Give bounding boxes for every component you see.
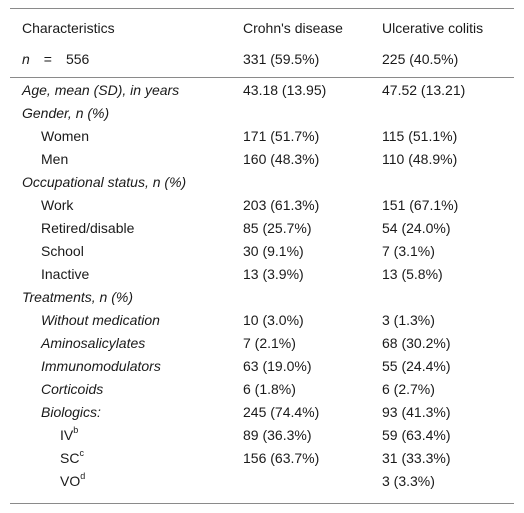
header-divider [10, 77, 514, 78]
table-row: VOd 3 (3.3%) [10, 470, 514, 493]
row-uc-value: 68 (30.2%) [382, 335, 451, 351]
section-label: Treatments, n (%) [22, 289, 133, 305]
table-row: School 30 (9.1%) 7 (3.1%) [10, 240, 514, 263]
row-label: IVb [60, 425, 79, 444]
row-crohns-value: 160 (48.3%) [243, 151, 320, 167]
header-uc-n: 225 (40.5%) [382, 51, 459, 67]
table-row: Inactive 13 (3.9%) 13 (5.8%) [10, 263, 514, 286]
section-label: Gender, n (%) [22, 105, 110, 121]
characteristics-table: Characteristics Crohn's disease Ulcerati… [10, 8, 514, 504]
row-label: Age, mean (SD), in years [22, 82, 180, 98]
table-row: SCc 156 (63.7%) 31 (33.3%) [10, 447, 514, 470]
row-label: Immunomodulators [41, 358, 161, 374]
n-equals-sign: = [43, 51, 52, 67]
footnote-marker: b [73, 425, 79, 436]
row-uc-value: 110 (48.9%) [382, 151, 458, 167]
n-total-value: 556 [65, 51, 90, 67]
header-n-total: n = 556 [22, 51, 89, 68]
header-crohns-disease: Crohn's disease [243, 20, 343, 36]
row-uc-value: 55 (24.4%) [382, 358, 451, 374]
header-characteristics: Characteristics [22, 20, 115, 36]
table-row: Age, mean (SD), in years 43.18 (13.95) 4… [10, 79, 514, 102]
header-ulcerative-colitis: Ulcerative colitis [382, 20, 484, 36]
table-header-n-row: n = 556 331 (59.5%) 225 (40.5%) [10, 48, 514, 71]
row-uc-value: 151 (67.1%) [382, 197, 459, 213]
row-uc-value: 7 (3.1%) [382, 243, 435, 259]
row-label: Biologics: [41, 404, 101, 420]
row-crohns-value: 30 (9.1%) [243, 243, 304, 259]
row-crohns-value: 85 (25.7%) [243, 220, 312, 236]
row-crohns-value: 63 (19.0%) [243, 358, 312, 374]
table-section-row: Gender, n (%) [10, 102, 514, 125]
row-label-text: SC [60, 450, 80, 466]
table-row: Immunomodulators 63 (19.0%) 55 (24.4%) [10, 355, 514, 378]
row-label: School [41, 243, 84, 259]
table-header-row: Characteristics Crohn's disease Ulcerati… [10, 17, 514, 40]
row-crohns-value: 203 (61.3%) [243, 197, 320, 213]
table-row: Without medication 10 (3.0%) 3 (1.3%) [10, 309, 514, 332]
header-crohns-n: 331 (59.5%) [243, 51, 320, 67]
table-row: Biologics: 245 (74.4%) 93 (41.3%) [10, 401, 514, 424]
row-label: Inactive [41, 266, 90, 282]
row-crohns-value: 89 (36.3%) [243, 427, 312, 443]
footnote-marker: c [79, 448, 84, 459]
row-label: Retired/disable [41, 220, 135, 236]
row-uc-value: 115 (51.1%) [382, 128, 458, 144]
table-row: Work 203 (61.3%) 151 (67.1%) [10, 194, 514, 217]
row-label: Women [41, 128, 89, 144]
footnote-marker: d [80, 471, 86, 482]
row-uc-value: 93 (41.3%) [382, 404, 451, 420]
row-crohns-value: 156 (63.7%) [243, 450, 320, 466]
table-row: Corticoids 6 (1.8%) 6 (2.7%) [10, 378, 514, 401]
table-row: Men 160 (48.3%) 110 (48.9%) [10, 148, 514, 171]
row-uc-value: 47.52 (13.21) [382, 82, 466, 98]
row-label: Aminosalicylates [41, 335, 146, 351]
n-label: n [22, 51, 30, 67]
row-uc-value: 59 (63.4%) [382, 427, 451, 443]
table-row: Retired/disable 85 (25.7%) 54 (24.0%) [10, 217, 514, 240]
row-uc-value: 31 (33.3%) [382, 450, 451, 466]
row-uc-value: 6 (2.7%) [382, 381, 435, 397]
table-row: Women 171 (51.7%) 115 (51.1%) [10, 125, 514, 148]
row-crohns-value: 7 (2.1%) [243, 335, 296, 351]
row-crohns-value: 13 (3.9%) [243, 266, 304, 282]
row-crohns-value: 10 (3.0%) [243, 312, 304, 328]
row-uc-value: 3 (1.3%) [382, 312, 435, 328]
row-label: Work [41, 197, 74, 213]
table-section-row: Treatments, n (%) [10, 286, 514, 309]
row-crohns-value: 43.18 (13.95) [243, 82, 327, 98]
row-label: Without medication [41, 312, 160, 328]
table-section-row: Occupational status, n (%) [10, 171, 514, 194]
row-label-text: VO [60, 473, 81, 489]
row-uc-value: 13 (5.8%) [382, 266, 443, 282]
row-label: VOd [60, 471, 86, 490]
row-crohns-value: 245 (74.4%) [243, 404, 320, 420]
row-label: Corticoids [41, 381, 104, 397]
row-crohns-value: 171 (51.7%) [243, 128, 320, 144]
row-label: SCc [60, 448, 84, 467]
row-label-text: IV [60, 427, 74, 443]
table-row: Aminosalicylates 7 (2.1%) 68 (30.2%) [10, 332, 514, 355]
row-uc-value: 54 (24.0%) [382, 220, 451, 236]
row-uc-value: 3 (3.3%) [382, 473, 435, 489]
row-label: Men [41, 151, 69, 167]
section-label: Occupational status, n (%) [22, 174, 187, 190]
row-crohns-value: 6 (1.8%) [243, 381, 296, 397]
table-row: IVb 89 (36.3%) 59 (63.4%) [10, 424, 514, 447]
